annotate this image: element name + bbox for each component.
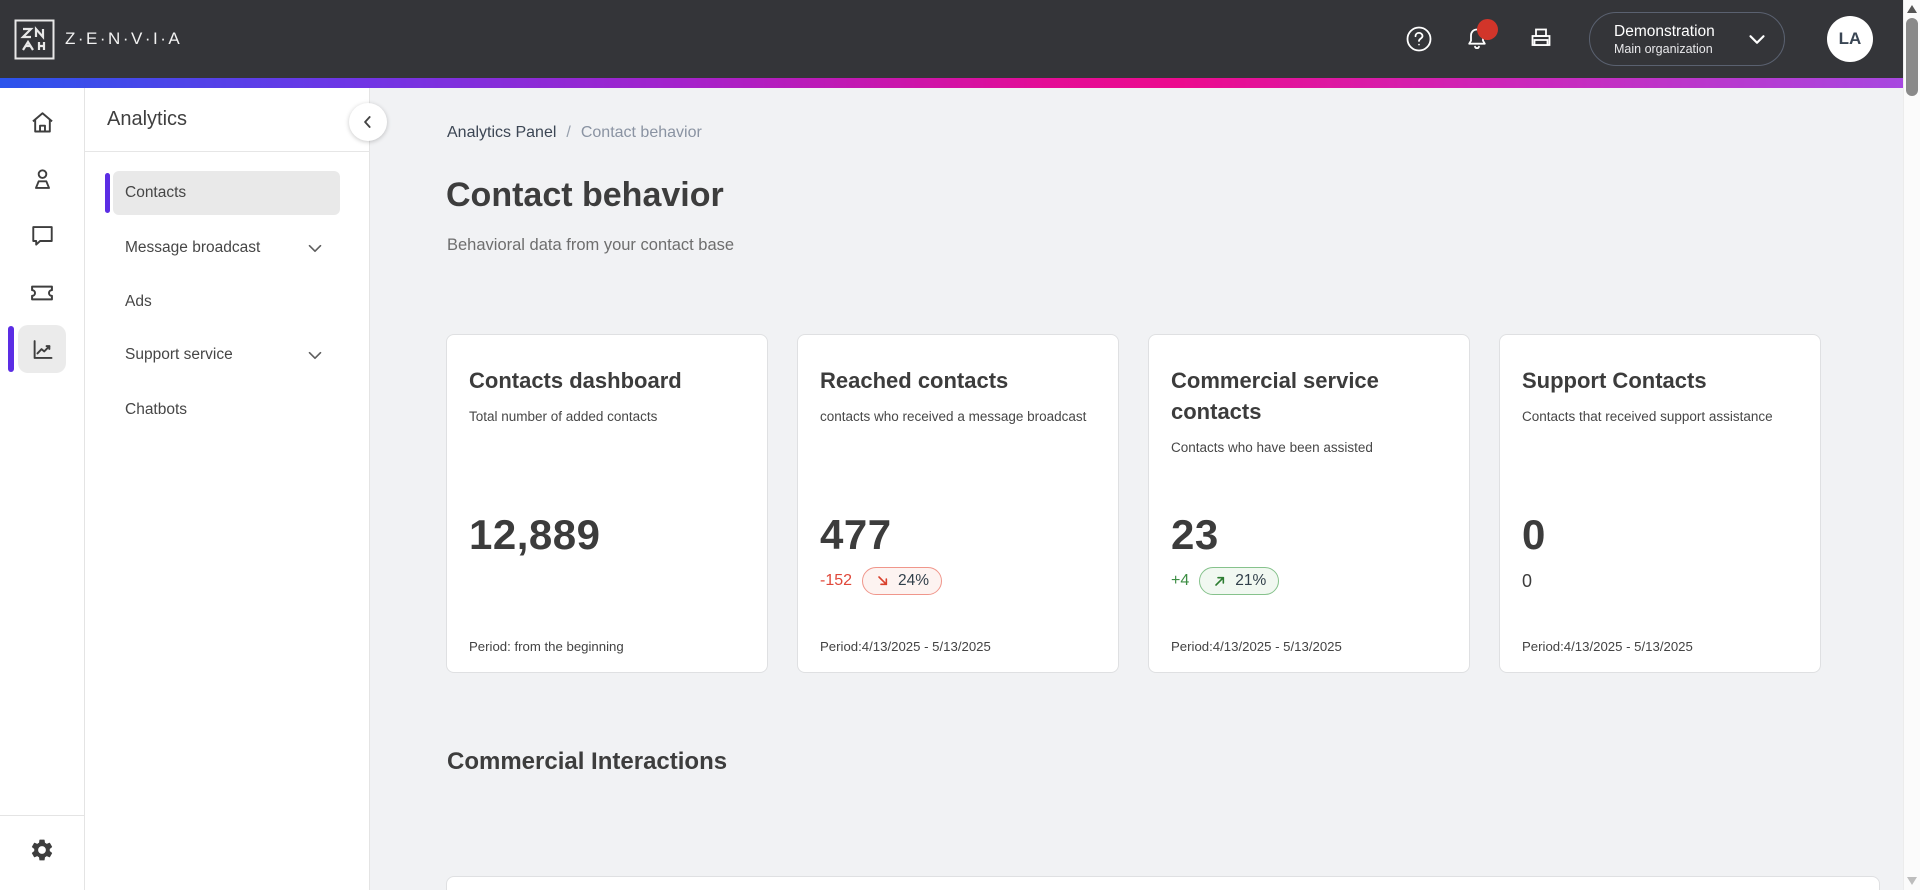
chevron-down-icon [304, 344, 326, 366]
breadcrumb: Analytics Panel / Contact behavior [447, 124, 702, 142]
card-period: Period: from the beginning [469, 639, 624, 654]
section-title-commercial-interactions: Commercial Interactions [447, 748, 728, 775]
card-title: Support Contacts [1522, 368, 1707, 393]
rail-item-conversations[interactable] [18, 211, 66, 259]
person-icon [34, 168, 50, 189]
card-description: Total number of added contacts [469, 409, 658, 424]
rail-item-settings[interactable] [18, 826, 66, 874]
zenvia-logo-icon [14, 19, 55, 59]
ticket-icon [31, 285, 53, 301]
delta-value: -152 [820, 572, 853, 589]
user-avatar[interactable]: LA [1827, 16, 1873, 62]
rail-item-home[interactable] [18, 98, 66, 146]
brand[interactable]: Z·E·N·V·I·A [14, 19, 182, 60]
brand-gradient-bar [0, 78, 1903, 88]
delta-value: +4 [1171, 572, 1190, 589]
sidebar-item-label: Message broadcast [125, 239, 261, 256]
page-subtitle: Behavioral data from your contact base [447, 236, 735, 254]
top-bar: Z·E·N·V·I·A [0, 0, 1903, 78]
card-description: contacts who received a message broadcas… [820, 409, 1087, 424]
organization-selector[interactable]: Demonstration Main organization [1589, 12, 1785, 66]
scrollbar-thumb[interactable] [1906, 18, 1918, 96]
trend-down-icon [878, 576, 888, 586]
breadcrumb-analytics-panel[interactable]: Analytics Panel [447, 124, 557, 141]
selected-item-indicator [105, 173, 110, 213]
card-description: Contacts that received support assistanc… [1522, 409, 1773, 424]
card-period: Period:4/13/2025 - 5/13/2025 [820, 639, 991, 654]
help-icon [1406, 26, 1432, 52]
sidebar-item-support-service[interactable]: Support service [113, 333, 340, 377]
card-value: 477 [820, 511, 892, 558]
trend-badge: 24% [862, 567, 943, 595]
icon-rail [0, 88, 85, 890]
notifications-button[interactable] [1455, 17, 1499, 61]
rail-item-campaigns[interactable] [18, 269, 66, 317]
commercial-interactions-panel [446, 876, 1880, 890]
main-content: Analytics Panel / Contact behavior Conta… [370, 88, 1903, 890]
sidebar-item-ads[interactable]: Ads [113, 280, 340, 324]
delta-row: -152 24% [820, 567, 943, 595]
printer-icon [1531, 28, 1551, 46]
sidebar: Analytics Contacts Message broadcast Ads… [85, 88, 370, 890]
card-period: Period:4/13/2025 - 5/13/2025 [1171, 639, 1342, 654]
organization-subtitle: Main organization [1614, 41, 1713, 56]
sidebar-title: Analytics [107, 108, 188, 130]
delta-row: +4 21% [1171, 567, 1280, 595]
delta-row: 0 [1522, 567, 1532, 595]
trend-up-icon [1215, 576, 1225, 586]
active-rail-indicator [8, 326, 14, 372]
card-value: 23 [1171, 511, 1219, 558]
sidebar-item-contacts[interactable]: Contacts [113, 171, 340, 215]
card-title: Commercial service contacts [1171, 368, 1379, 424]
brand-text: Z·E·N·V·I·A [65, 29, 183, 48]
card-reached-contacts: Reached contacts contacts who received a… [797, 334, 1119, 673]
sidebar-item-label: Support service [125, 346, 233, 363]
sidebar-item-chatbots[interactable]: Chatbots [113, 388, 340, 432]
analytics-chart-icon [33, 339, 52, 359]
avatar-initials: LA [1838, 29, 1862, 48]
breadcrumb-current: Contact behavior [580, 124, 702, 141]
card-value: 0 [1522, 511, 1546, 558]
organization-name: Demonstration [1614, 22, 1715, 40]
sidebar-item-message-broadcast[interactable]: Message broadcast [113, 226, 340, 270]
card-support-contacts: Support Contacts Contacts that received … [1499, 334, 1821, 673]
trend-percent: 24% [898, 572, 930, 589]
card-value: 12,889 [469, 511, 601, 558]
chat-bubble-icon [31, 225, 53, 246]
kpi-cards-row: Contacts dashboard Total number of added… [446, 334, 1821, 673]
home-icon [31, 111, 53, 132]
card-description: Contacts who have been assisted [1171, 440, 1373, 455]
notification-badge [1477, 19, 1498, 40]
scroll-down-arrow-icon[interactable] [1907, 877, 1917, 885]
sidebar-item-label: Ads [125, 293, 152, 310]
breadcrumb-separator: / [566, 124, 571, 141]
trend-badge: 21% [1199, 567, 1280, 595]
rail-item-analytics[interactable] [18, 325, 66, 373]
card-contacts-dashboard: Contacts dashboard Total number of added… [446, 334, 768, 673]
sidebar-item-label: Chatbots [125, 401, 188, 418]
sidebar-item-label: Contacts [125, 184, 187, 201]
rail-divider [0, 815, 85, 816]
trend-percent: 21% [1235, 572, 1267, 589]
delta-value: 0 [1522, 570, 1533, 591]
card-commercial-service-contacts: Commercial service contacts Contacts who… [1148, 334, 1470, 673]
scroll-up-arrow-icon[interactable] [1907, 5, 1917, 13]
help-button[interactable] [1397, 17, 1441, 61]
chevron-down-icon [1749, 35, 1765, 44]
page-scrollbar[interactable] [1903, 0, 1920, 890]
print-button[interactable] [1519, 17, 1563, 61]
card-title: Reached contacts [820, 368, 1009, 393]
sidebar-divider [85, 151, 370, 152]
sidebar-collapse-button[interactable] [349, 103, 387, 141]
gear-icon [31, 839, 53, 861]
chevron-down-icon [304, 237, 326, 259]
page-title: Contact behavior [446, 176, 724, 214]
card-title: Contacts dashboard [469, 368, 682, 393]
rail-item-contacts[interactable] [18, 155, 66, 203]
card-period: Period:4/13/2025 - 5/13/2025 [1522, 639, 1693, 654]
chevron-left-icon [364, 116, 371, 128]
